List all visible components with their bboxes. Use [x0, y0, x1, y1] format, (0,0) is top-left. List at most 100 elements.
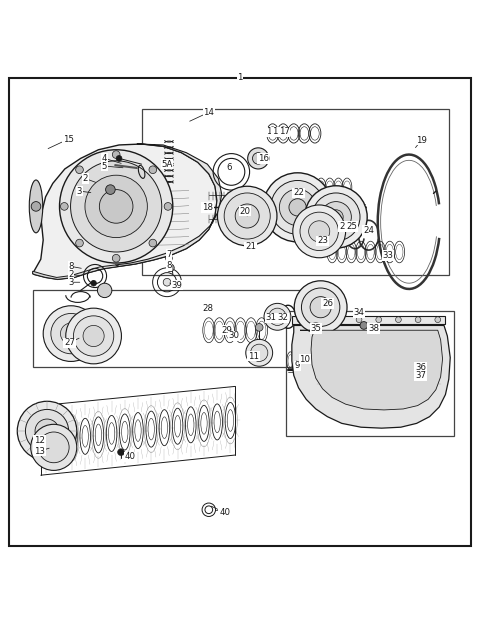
Text: 30: 30	[229, 331, 240, 341]
Text: 8: 8	[166, 261, 172, 270]
Circle shape	[31, 424, 77, 470]
Circle shape	[309, 221, 330, 242]
Text: 17: 17	[279, 127, 289, 137]
Circle shape	[321, 202, 351, 232]
Text: 34: 34	[354, 308, 364, 318]
Circle shape	[415, 317, 421, 323]
Circle shape	[163, 278, 171, 286]
Text: 3: 3	[76, 187, 82, 195]
Circle shape	[60, 150, 173, 263]
Text: 28: 28	[202, 304, 213, 313]
Text: 15: 15	[63, 135, 73, 144]
Text: 19: 19	[416, 135, 427, 145]
Circle shape	[336, 317, 342, 323]
Circle shape	[73, 316, 114, 356]
Circle shape	[289, 198, 306, 216]
Polygon shape	[292, 316, 445, 324]
Circle shape	[112, 151, 120, 158]
Circle shape	[297, 317, 303, 323]
Circle shape	[248, 148, 269, 169]
Text: 7: 7	[166, 250, 172, 259]
Circle shape	[166, 255, 172, 261]
Circle shape	[252, 153, 264, 164]
Circle shape	[235, 204, 259, 228]
Text: 6: 6	[227, 163, 232, 172]
Circle shape	[305, 186, 367, 248]
Circle shape	[76, 166, 84, 173]
Circle shape	[301, 288, 340, 326]
Text: 17: 17	[272, 127, 283, 137]
Text: 16: 16	[258, 154, 268, 163]
Circle shape	[329, 210, 343, 224]
Circle shape	[246, 339, 273, 366]
Polygon shape	[115, 144, 222, 266]
Circle shape	[294, 281, 347, 334]
Text: 31: 31	[266, 313, 276, 322]
Circle shape	[91, 280, 96, 286]
Circle shape	[251, 344, 268, 361]
Circle shape	[116, 155, 122, 161]
Circle shape	[99, 190, 133, 223]
Circle shape	[317, 317, 323, 323]
Circle shape	[97, 283, 112, 298]
Circle shape	[60, 323, 82, 344]
Circle shape	[112, 255, 120, 262]
Circle shape	[60, 203, 68, 210]
Text: 38: 38	[368, 324, 379, 333]
Text: 8: 8	[68, 262, 74, 271]
Circle shape	[224, 193, 270, 239]
Text: 23: 23	[317, 236, 328, 245]
Text: 22: 22	[293, 188, 304, 197]
Circle shape	[217, 186, 277, 246]
Circle shape	[35, 419, 59, 443]
Circle shape	[167, 264, 174, 271]
Text: 36: 36	[415, 363, 426, 372]
Text: 40: 40	[125, 452, 136, 462]
Text: 11: 11	[248, 352, 259, 361]
Text: 21: 21	[245, 242, 256, 251]
Text: 32: 32	[278, 313, 288, 322]
Text: 12: 12	[34, 436, 45, 445]
Circle shape	[149, 239, 156, 247]
Circle shape	[360, 321, 368, 329]
Text: 25: 25	[346, 222, 357, 231]
Circle shape	[164, 203, 172, 210]
Text: 3: 3	[68, 278, 74, 287]
Circle shape	[43, 306, 99, 361]
Circle shape	[71, 161, 162, 252]
Text: 35: 35	[311, 324, 321, 333]
Circle shape	[38, 432, 69, 463]
Text: 13: 13	[34, 447, 45, 456]
Text: 24: 24	[363, 226, 374, 235]
Circle shape	[300, 212, 338, 251]
Polygon shape	[300, 330, 443, 410]
Text: 29: 29	[221, 326, 232, 334]
Text: 27: 27	[64, 338, 75, 347]
Polygon shape	[33, 265, 119, 280]
Text: 9: 9	[295, 361, 300, 370]
Text: 40: 40	[219, 508, 230, 517]
Text: 33: 33	[383, 251, 393, 260]
Circle shape	[263, 173, 332, 242]
Text: 37: 37	[415, 371, 426, 380]
Text: 4: 4	[102, 154, 108, 163]
Circle shape	[310, 296, 331, 318]
Circle shape	[396, 317, 401, 323]
Circle shape	[25, 409, 69, 452]
Circle shape	[271, 180, 324, 234]
Text: 5A: 5A	[161, 160, 173, 168]
Circle shape	[293, 205, 346, 258]
Circle shape	[376, 317, 382, 323]
Text: 10: 10	[300, 354, 310, 364]
Text: 39: 39	[171, 281, 182, 290]
Circle shape	[66, 308, 121, 364]
Text: 17: 17	[266, 127, 276, 137]
Circle shape	[269, 308, 286, 326]
Circle shape	[435, 317, 441, 323]
Circle shape	[356, 317, 362, 323]
Text: 25: 25	[339, 222, 350, 231]
Circle shape	[255, 323, 263, 331]
Circle shape	[279, 189, 316, 226]
Circle shape	[106, 185, 115, 195]
Circle shape	[312, 193, 360, 241]
